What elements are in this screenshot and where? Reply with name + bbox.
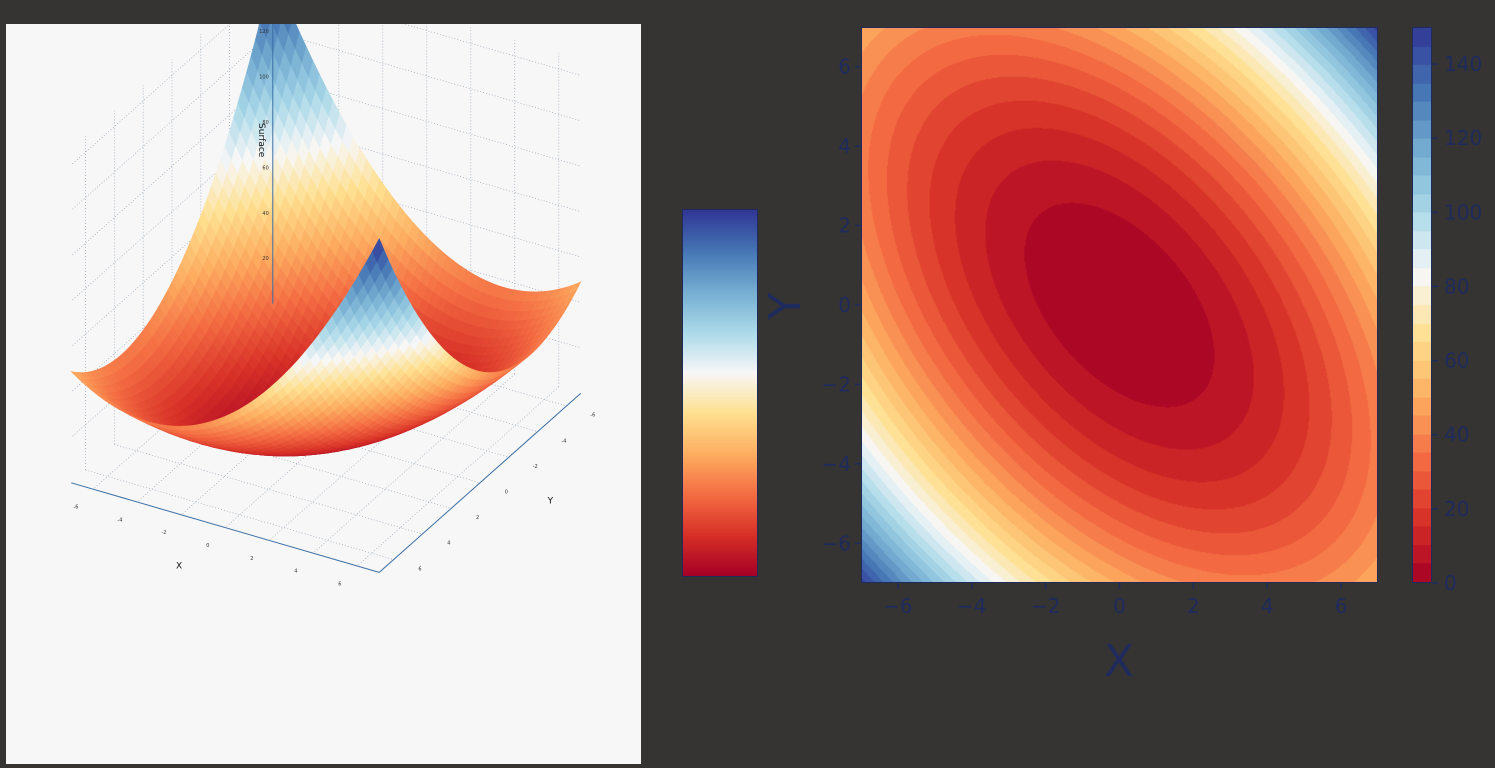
contour-x-tick-label: 2 — [1187, 594, 1200, 618]
surface-wall-grid-line — [402, 24, 581, 76]
surface-z-tick-label: 20 — [262, 256, 268, 262]
surface-y-tick-label: 6 — [418, 566, 421, 572]
surface-patch — [372, 238, 384, 262]
surface-x-tick-label: -2 — [161, 530, 166, 536]
surface-wall-grid-line — [272, 212, 581, 303]
surface-y-tick-label: 4 — [447, 541, 450, 547]
contour-x-tick-label: −2 — [1031, 594, 1060, 618]
surface-floor-grid-line — [200, 367, 509, 458]
colorbar-tick-label: 80 — [1444, 274, 1469, 298]
contour-y-tick-label: 2 — [838, 214, 851, 238]
colorbar-tick-label: 120 — [1444, 126, 1482, 150]
surface-plot-svg: -6-4-20246-6-4-2024620406080100120140XYS… — [70, 24, 595, 587]
surface-floor-grid-line — [229, 341, 538, 432]
contour-y-tick-label: −2 — [822, 372, 851, 396]
surface-z-tick-label: 100 — [259, 75, 269, 81]
surface-y-tick-label: -2 — [533, 464, 538, 470]
surface-z-tick-label: 80 — [262, 120, 268, 126]
surface-mesh — [70, 24, 582, 457]
colorbar-tick-label: 100 — [1444, 200, 1482, 224]
surface-y-axis-line — [378, 392, 582, 573]
contour-x-tick-label: −6 — [883, 594, 912, 618]
surface-x-tick-label: 0 — [206, 543, 209, 549]
surface-axes: -6-4-20246-6-4-2024620406080100120140XYS… — [71, 24, 595, 587]
surface-y-tick-label: 0 — [505, 490, 508, 496]
surface-z-tick-label: 40 — [262, 211, 268, 217]
colorbar-tick-label: 0 — [1444, 571, 1457, 595]
surface-x-tick-label: -4 — [117, 517, 122, 523]
contour-x-tick-label: 4 — [1261, 594, 1274, 618]
contour-y-axis-label: Y — [760, 292, 811, 320]
surface-wall-grid-line — [272, 30, 581, 122]
colorbar-tick-label: 40 — [1444, 423, 1469, 447]
contour-y-tick-label: −4 — [822, 452, 851, 476]
surface-y-axis-label: Y — [547, 496, 554, 506]
colorbar-tick-label: 140 — [1444, 52, 1482, 76]
contour-y-tick-label: 4 — [838, 134, 851, 158]
colorbar-tick-label: 20 — [1444, 497, 1469, 521]
surface-z-tick-label: 60 — [262, 165, 268, 171]
surface-y-tick-label: -6 — [590, 413, 595, 419]
surface-wall-grid-line — [272, 121, 581, 212]
surface-y-tick-label: 2 — [476, 515, 479, 521]
contour-y-tick-label: −6 — [822, 531, 851, 555]
surface-floor-grid-line — [258, 316, 567, 407]
colorbar-tick-label: 60 — [1444, 349, 1469, 373]
surface-wall-grid-line — [272, 167, 581, 258]
surface-z-axis-label: Surface — [256, 123, 266, 158]
surface-floor-grid-line — [85, 469, 394, 560]
surface-x-tick-label: 6 — [338, 581, 341, 587]
surface-x-tick-label: -6 — [73, 505, 78, 511]
contour-x-tick-label: 6 — [1335, 594, 1348, 618]
colorbar-ticks: 0 20 40 60 80 100 120 140 — [1432, 52, 1482, 595]
surface-x-axis-label: X — [176, 562, 182, 572]
surface-wall-grid-line — [272, 76, 581, 167]
contour-y-tick-label: 0 — [838, 293, 851, 317]
colorbar-contour — [1412, 27, 1432, 583]
surface-floor-grid-line — [114, 444, 423, 535]
surface-x-tick-label: 4 — [294, 569, 297, 575]
surface-floor-grid-line — [171, 392, 481, 484]
surface-x-axis-line — [71, 482, 380, 573]
contour-x-axis-label: X — [1104, 636, 1134, 687]
surface-y-tick-label: -4 — [562, 438, 567, 444]
surface-x-tick-label: 2 — [250, 556, 253, 562]
surface-plot-panel: -6-4-20246-6-4-2024620406080100120140XYS… — [6, 24, 641, 764]
contour-y-tick-label: 6 — [838, 55, 851, 79]
contour-y-ticks: −6 −4 −2 0 2 4 6 — [822, 55, 861, 555]
contour-plot-area — [861, 27, 1378, 583]
contour-x-tick-label: 0 — [1113, 594, 1126, 618]
contour-x-tick-label: −4 — [957, 594, 986, 618]
surface-z-tick-label: 120 — [259, 29, 269, 35]
surface-floor-grid-line — [143, 418, 452, 509]
contour-x-ticks: −6 −4 −2 0 2 4 6 — [883, 583, 1347, 618]
colorbar-small-gradient — [682, 209, 758, 577]
